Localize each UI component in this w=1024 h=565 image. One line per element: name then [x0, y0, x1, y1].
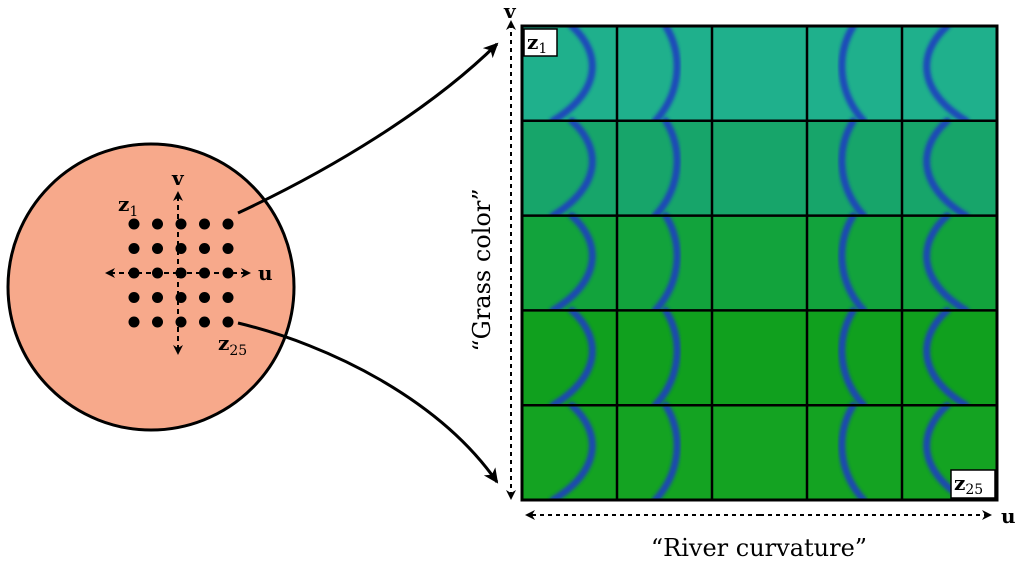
grid-cell: [712, 212, 807, 314]
corner-z25-box: [950, 469, 996, 499]
river-path: [549, 306, 596, 409]
river-path: [549, 26, 596, 125]
corner-z1-label: z1: [527, 30, 547, 57]
latent-point: [222, 292, 234, 303]
grid-cell: [617, 306, 712, 409]
grass-color-caption: “Grass color”: [468, 188, 496, 351]
river-path: [923, 212, 970, 314]
mapping-arrow-bottom: [237, 321, 499, 484]
latent-point: [199, 267, 210, 279]
grid-cell: [522, 306, 617, 409]
latent-point: [128, 267, 140, 279]
corner-z1-sub: 1: [538, 41, 547, 57]
river-path: [838, 117, 868, 220]
latent-point: [152, 267, 163, 279]
u-axis-label: u: [258, 261, 273, 285]
grid-cell: [712, 306, 807, 409]
grid-cell: [617, 401, 712, 500]
grid-cell: [807, 117, 902, 220]
latent-point: [175, 243, 187, 254]
latent-point: [222, 267, 234, 279]
z1-label-base: z: [118, 192, 129, 216]
river-path: [838, 212, 868, 314]
latent-point: [128, 292, 140, 303]
z25-label-sub: 25: [229, 343, 247, 359]
v-axis-label: v: [171, 166, 185, 190]
latent-point: [199, 243, 210, 254]
z25-label: z25: [218, 331, 247, 359]
river-path: [923, 26, 970, 125]
river-path: [651, 306, 681, 409]
river-path: [549, 212, 596, 314]
latent-point: [128, 218, 140, 230]
grid-cell: [617, 26, 712, 125]
grid-cell: [807, 401, 902, 500]
grid-cell: [617, 212, 712, 314]
latent-point: [128, 316, 140, 328]
image-grid-cells: [522, 26, 997, 500]
grid-cell: [712, 117, 807, 220]
corner-z25-label: z25: [954, 471, 983, 498]
river-path: [838, 401, 868, 500]
river-path: [838, 306, 868, 409]
latent-point: [175, 316, 187, 328]
grid-cell: [522, 212, 617, 314]
latent-point: [199, 316, 210, 328]
river-path: [651, 117, 681, 220]
grid-v-axis-label: v: [503, 0, 517, 23]
z1-label-sub: 1: [129, 204, 138, 220]
latent-point: [222, 316, 234, 328]
river-path: [923, 117, 970, 220]
river-path: [549, 401, 596, 500]
river-path: [838, 26, 868, 125]
latent-point: [128, 243, 140, 254]
corner-z25-sub: 25: [965, 482, 983, 498]
image-grid-lines: [520, 24, 999, 502]
grid-u-axis-label: u: [1001, 504, 1016, 528]
latent-point: [222, 243, 234, 254]
grid-cell: [807, 306, 902, 409]
grid-cell: [902, 306, 997, 409]
z1-label: z1: [118, 192, 138, 220]
grid-cell: [807, 26, 902, 125]
grid-cell: [522, 117, 617, 220]
grid-cell: [902, 212, 997, 314]
river-path: [549, 117, 596, 220]
corner-z25-base: z: [954, 471, 965, 495]
grid-cell: [712, 401, 807, 500]
grid-cell: [807, 212, 902, 314]
latent-point: [175, 218, 187, 230]
grid-cell: [902, 117, 997, 220]
latent-disc: [6, 142, 296, 432]
river-path: [651, 401, 681, 500]
corner-z1-base: z: [527, 30, 538, 54]
latent-point: [152, 243, 163, 254]
grid-cell: [712, 26, 807, 125]
mapping-arrow-top: [237, 42, 499, 215]
z25-label-base: z: [218, 331, 229, 355]
latent-point: [222, 218, 234, 230]
corner-z1-box: [523, 28, 558, 57]
latent-point: [152, 218, 163, 230]
latent-point: [199, 292, 210, 303]
latent-point: [175, 292, 187, 303]
grid-cell: [617, 117, 712, 220]
latent-point: [175, 267, 187, 279]
river-path: [651, 26, 681, 125]
grid-border: [520, 24, 999, 502]
grid-cell: [902, 26, 997, 125]
latent-point: [152, 292, 163, 303]
river-curvature-caption: “River curvature”: [651, 534, 867, 562]
latent-space: u v z1 z25: [6, 142, 296, 432]
image-grid: z1 z25: [520, 24, 999, 502]
latent-point: [199, 218, 210, 230]
river-path: [651, 212, 681, 314]
grid-cell: [522, 401, 617, 500]
latent-point-grid: [128, 218, 234, 328]
river-path: [923, 306, 970, 409]
latent-point: [152, 316, 163, 328]
